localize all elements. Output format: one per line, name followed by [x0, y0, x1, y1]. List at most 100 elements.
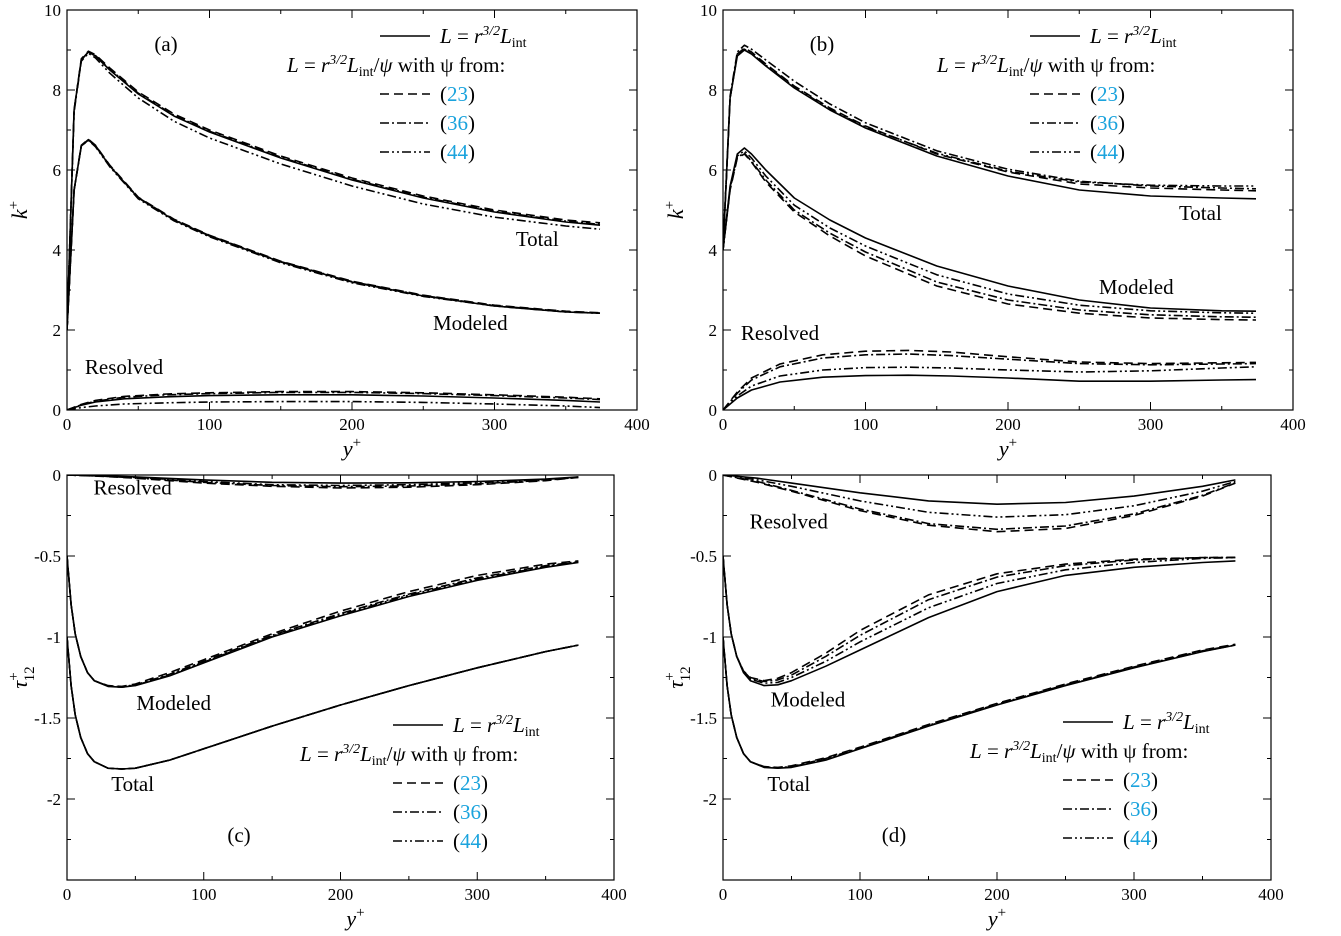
- series-line-resolved-dashed: [67, 390, 601, 410]
- y-tick-label: 6: [709, 161, 718, 180]
- series-line-total-dashdotdot: [67, 52, 601, 331]
- legend-entry-text: (23): [1090, 82, 1125, 106]
- x-axis-label: y+: [986, 905, 1006, 931]
- annotation-resolved: Resolved: [741, 321, 820, 345]
- series-line-resolved-solid: [723, 475, 1236, 506]
- y-tick-label: 6: [53, 161, 62, 180]
- panel-label: (b): [810, 32, 835, 56]
- y-tick-label: -1.5: [34, 709, 61, 728]
- y-axis-label: k+: [662, 201, 688, 219]
- y-axis-label: τ+12: [6, 666, 38, 688]
- legend-entry-text: (44): [440, 140, 475, 164]
- legend-entry-text: (36): [1123, 797, 1158, 821]
- x-axis-label: y+: [344, 905, 364, 931]
- series-line-resolved-dashdotdot: [67, 400, 601, 410]
- annotation-resolved: Resolved: [94, 475, 173, 499]
- annotation-modeled: Modeled: [433, 311, 508, 335]
- series-line-resolved-dashdotdot: [723, 475, 1236, 518]
- equation-ref-link: 36: [1097, 111, 1118, 135]
- x-axis-label: y+: [341, 435, 361, 461]
- series-line-modeled-dashdot: [723, 152, 1257, 318]
- series-line-modeled-dashdotdot: [67, 139, 601, 331]
- series-line-modeled-solid: [723, 147, 1257, 312]
- equation-ref-link: 36: [460, 800, 481, 824]
- equation-ref-link: 23: [447, 82, 468, 106]
- series-line-total-dashdotdot: [723, 48, 1256, 251]
- series-line-modeled-dashdotdot: [67, 555, 579, 689]
- y-tick-label: -0.5: [690, 547, 717, 566]
- legend-entry-text: L = r3/2Lint/ψ with ψ from:: [936, 53, 1155, 80]
- legend: L = r3/2Lint​L = r3/2Lint/ψ with ψ from:…: [969, 710, 1210, 850]
- x-tick-label: 100: [191, 885, 217, 904]
- annotation-total: Total: [1179, 201, 1222, 225]
- equation-ref-link: 44: [447, 140, 469, 164]
- legend-entry-text: L = r3/2Lint​: [452, 713, 540, 740]
- annotation-total: Total: [516, 227, 559, 251]
- y-tick-label: 4: [53, 241, 62, 260]
- y-axis-label: k+: [6, 201, 32, 219]
- legend: L = r3/2Lint​L = r3/2Lint/ψ with ψ from:…: [936, 24, 1177, 164]
- series-line-total-solid: [67, 51, 601, 331]
- series-line-total-dashed: [67, 50, 601, 331]
- y-tick-label: 0: [53, 401, 62, 420]
- x-tick-label: 0: [719, 415, 728, 434]
- series-line-resolved-solid: [723, 374, 1257, 410]
- y-tick-label: 10: [44, 1, 61, 20]
- y-tick-label: -1: [47, 628, 61, 647]
- series-line-total-dashed: [723, 47, 1257, 251]
- x-tick-label: 300: [482, 415, 508, 434]
- y-tick-label: 0: [53, 466, 62, 485]
- series-line-resolved-dashdot: [723, 353, 1257, 410]
- plot-frame: [66, 474, 615, 881]
- equation-ref-link: 23: [460, 771, 481, 795]
- x-tick-label: 200: [995, 415, 1021, 434]
- y-tick-label: 8: [53, 81, 62, 100]
- legend-entry-text: L = r3/2Lint/ψ with ψ from:: [286, 53, 505, 80]
- y-tick-label: 0: [709, 401, 718, 420]
- panel-a: 0 100 200 300 400 0 2 4 6 8 10 y+ k+ Total Modeled Reso…: [6, 1, 650, 461]
- legend-entry-text: (36): [1090, 111, 1125, 135]
- equation-ref-link: 23: [1130, 768, 1151, 792]
- series-line-resolved-dashdotdot: [67, 475, 579, 487]
- panel-label: (d): [882, 823, 907, 847]
- y-tick-label: -1.5: [690, 709, 717, 728]
- annotation-resolved: Resolved: [750, 509, 829, 533]
- series-line-total-solid: [723, 49, 1257, 251]
- legend-entry-text: (23): [1123, 768, 1158, 792]
- legend: L = r3/2Lint​L = r3/2Lint/ψ with ψ from:…: [286, 24, 527, 164]
- y-axis-label: τ+12: [662, 666, 694, 688]
- x-tick-label: 200: [339, 415, 365, 434]
- legend-entry-text: (36): [440, 111, 475, 135]
- legend-entry-text: (44): [1090, 140, 1125, 164]
- panel-label: (c): [227, 823, 250, 847]
- series-line-resolved-solid: [67, 393, 601, 410]
- equation-ref-link: 36: [1130, 797, 1151, 821]
- annotation-modeled: Modeled: [136, 691, 211, 715]
- series-line-modeled-solid: [67, 555, 579, 689]
- equation-ref-link: 44: [460, 829, 482, 853]
- x-tick-label: 0: [63, 415, 72, 434]
- equation-ref-link: 36: [447, 111, 468, 135]
- legend-entry-text: (44): [1123, 826, 1158, 850]
- panel-c: 0 100 200 300 400 0 -0.5 -1 -1.5 -2 y+ τ+12 Resolved…: [6, 466, 627, 931]
- y-tick-label: 0: [709, 466, 718, 485]
- series-line-modeled-dashdotdot: [723, 555, 1236, 685]
- x-tick-label: 100: [847, 885, 873, 904]
- y-tick-label: 4: [709, 241, 718, 260]
- annotation-resolved: Resolved: [85, 355, 164, 379]
- x-tick-label: 100: [853, 415, 879, 434]
- legend: L = r3/2Lint​L = r3/2Lint/ψ with ψ from:…: [299, 713, 540, 853]
- y-tick-label: 2: [53, 321, 62, 340]
- series-line-resolved-dashed: [723, 475, 1236, 533]
- legend-entry-text: L = r3/2Lint​: [1122, 710, 1210, 737]
- legend-entry-text: (23): [440, 82, 475, 106]
- annotation-total: Total: [111, 772, 154, 796]
- equation-ref-link: 23: [1097, 82, 1118, 106]
- y-tick-label: 2: [709, 321, 718, 340]
- y-tick-label: 8: [709, 81, 718, 100]
- y-tick-label: -2: [47, 790, 61, 809]
- series-group: [723, 475, 1236, 770]
- x-tick-label: 400: [1258, 885, 1284, 904]
- series-line-resolved-dashed: [67, 475, 579, 489]
